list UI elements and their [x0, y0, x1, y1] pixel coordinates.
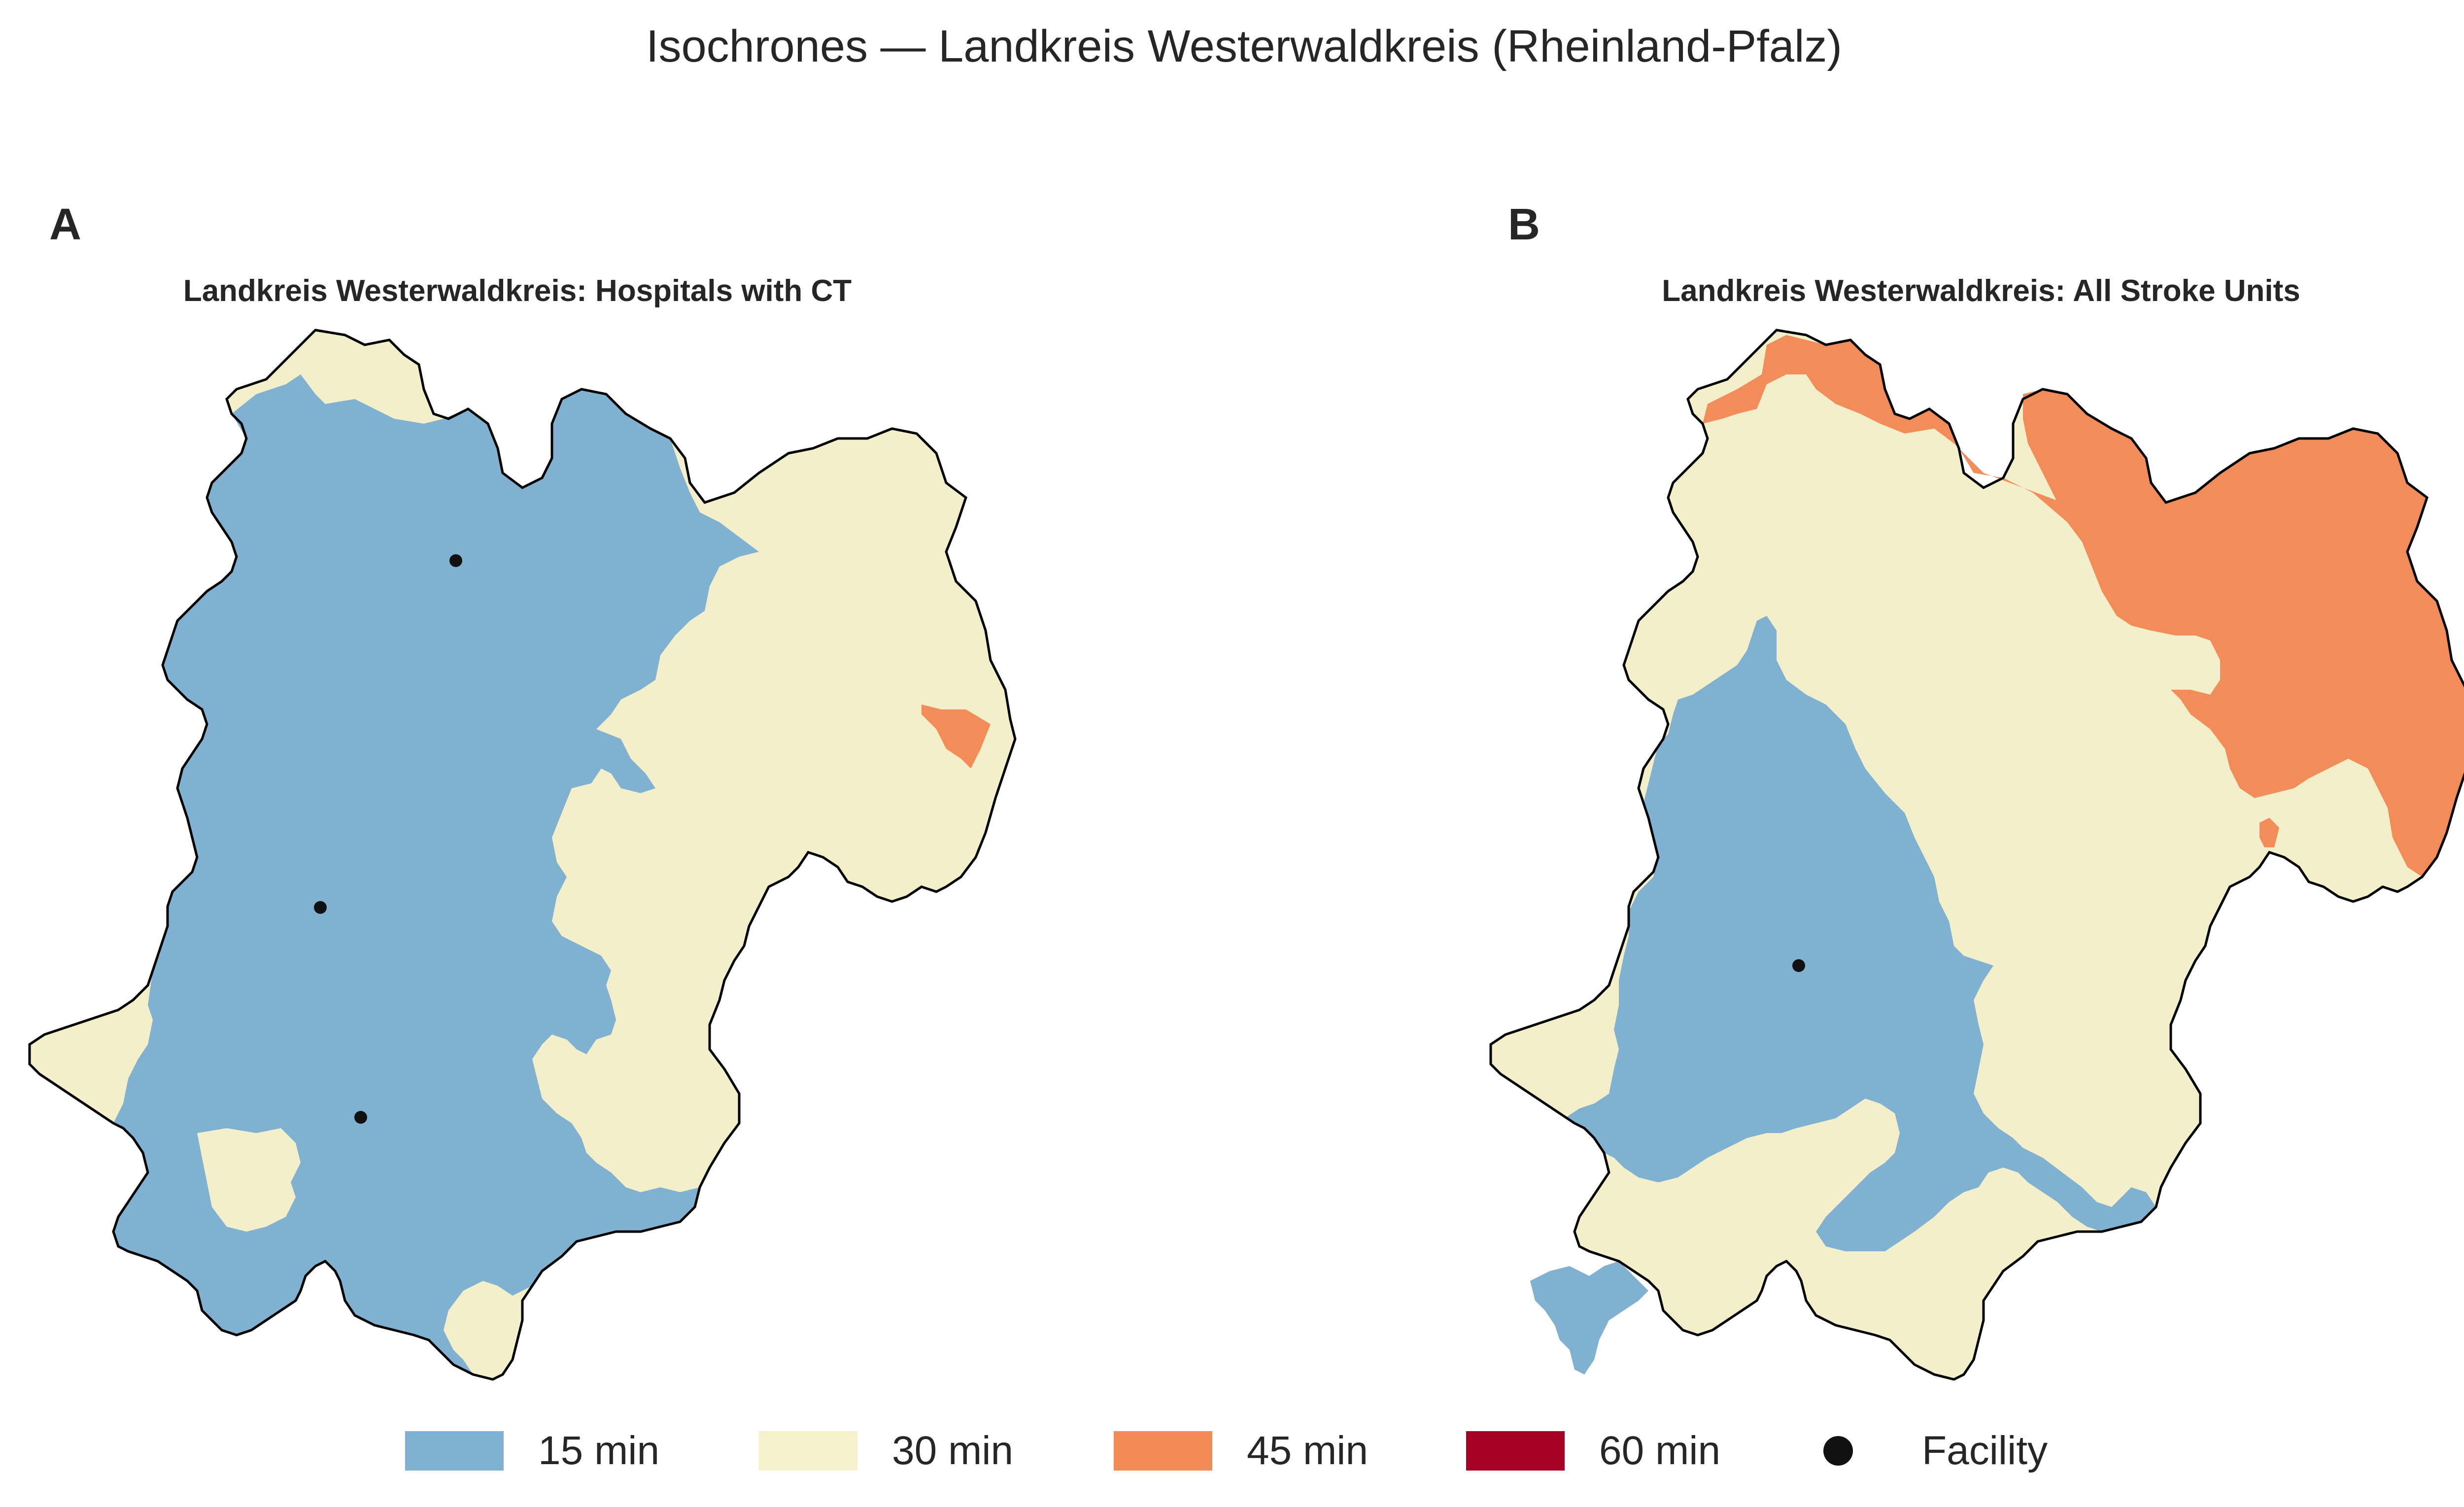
zone-30min-pocket-a [197, 1128, 301, 1232]
map-panel-a [30, 330, 1015, 1379]
legend-item-15min: 15 min [405, 1419, 659, 1483]
zone-45min-a [922, 704, 991, 769]
facility-marker [449, 554, 462, 567]
zone-45min-spot-b [2259, 818, 2279, 847]
panel-title-a: Landkreis Westerwaldkreis: Hospitals wit… [183, 274, 852, 308]
legend-label-45min: 45 min [1247, 1428, 1369, 1473]
zone-15min-b [1565, 616, 2156, 1251]
legend-swatch-45min [1114, 1431, 1212, 1471]
facility-marker [314, 901, 327, 914]
panel-letter-a: A [49, 200, 81, 249]
map-panel-b [1491, 330, 2464, 1379]
legend-label-15min: 15 min [538, 1428, 660, 1473]
facility-marker [354, 1111, 367, 1124]
panel-title-b: Landkreis Westerwaldkreis: All Stroke Un… [1662, 274, 2300, 308]
legend-item-30min: 30 min [759, 1419, 1013, 1483]
legend-label-30min: 30 min [892, 1428, 1014, 1473]
zone-15min-a [113, 374, 759, 1374]
zone-45min-east-b [2023, 389, 2464, 877]
legend-item-45min: 45 min [1114, 1419, 1368, 1483]
panel-letter-b: B [1508, 200, 1540, 249]
facility-marker [1792, 959, 1805, 972]
legend-swatch-15min [405, 1431, 504, 1471]
legend-item-facility: Facility [1789, 1419, 2048, 1483]
legend-label-60min: 60 min [1599, 1428, 1721, 1473]
legend-swatch-60min [1466, 1431, 1565, 1471]
figure-title: Isochrones — Landkreis Westerwaldkreis (… [646, 21, 1843, 71]
legend: 15 min 30 min 45 min 60 min Facility [0, 1419, 2464, 1483]
legend-label-facility: Facility [1922, 1428, 2048, 1473]
legend-dot-facility [1823, 1436, 1853, 1466]
legend-item-60min: 60 min [1466, 1419, 1720, 1483]
zone-15min-south-b [1530, 1261, 1648, 1374]
legend-swatch-30min [759, 1431, 857, 1471]
